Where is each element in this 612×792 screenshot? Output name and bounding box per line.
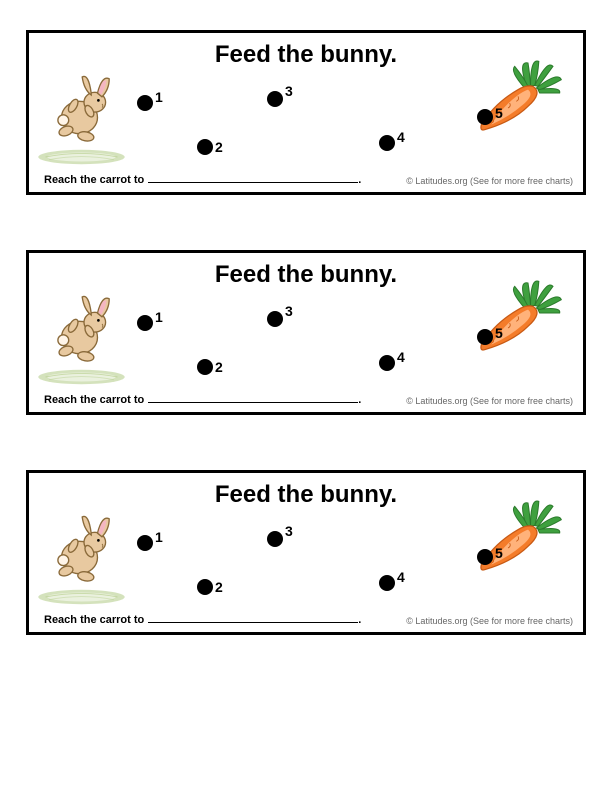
dot-number: 1 xyxy=(155,529,163,545)
dot-number: 3 xyxy=(285,303,293,319)
activity-card: Feed the bunny. xyxy=(26,470,586,635)
dot-number: 3 xyxy=(285,83,293,99)
activity-card: Feed the bunny. xyxy=(26,250,586,415)
fill-in-blank-line xyxy=(148,613,358,623)
credit-text: © Latitudes.org (See for more free chart… xyxy=(406,396,573,406)
path-dot xyxy=(137,315,153,331)
dot-number: 1 xyxy=(155,89,163,105)
path-dot xyxy=(477,549,493,565)
instruction-label: Reach the carrot to xyxy=(44,614,144,626)
instruction-label: Reach the carrot to xyxy=(44,394,144,406)
path-dot xyxy=(267,91,283,107)
dot-number: 4 xyxy=(397,349,405,365)
credit-text: © Latitudes.org (See for more free chart… xyxy=(406,616,573,626)
dot-number: 5 xyxy=(495,545,503,561)
page: Feed the bunny. xyxy=(0,0,612,792)
motion-shadow xyxy=(34,588,129,606)
motion-shadow xyxy=(34,368,129,386)
activity-card: Feed the bunny. xyxy=(26,30,586,195)
bunny-icon xyxy=(39,508,129,598)
path-dot xyxy=(197,579,213,595)
credit-text: © Latitudes.org (See for more free chart… xyxy=(406,176,573,186)
path-dot xyxy=(477,329,493,345)
instruction-text: Reach the carrot to. xyxy=(44,173,361,186)
path-dot xyxy=(197,359,213,375)
motion-shadow xyxy=(34,148,129,166)
path-dot xyxy=(137,535,153,551)
dot-number: 1 xyxy=(155,309,163,325)
path-dot xyxy=(267,311,283,327)
instruction-period: . xyxy=(358,614,361,626)
bunny-icon xyxy=(39,68,129,158)
dot-number: 3 xyxy=(285,523,293,539)
path-dot xyxy=(379,135,395,151)
path-dot xyxy=(137,95,153,111)
dot-number: 4 xyxy=(397,569,405,585)
instruction-label: Reach the carrot to xyxy=(44,174,144,186)
bunny-icon xyxy=(39,288,129,378)
dot-number: 4 xyxy=(397,129,405,145)
instruction-text: Reach the carrot to. xyxy=(44,613,361,626)
instruction-period: . xyxy=(358,174,361,186)
carrot-icon xyxy=(468,273,568,363)
instruction-period: . xyxy=(358,394,361,406)
carrot-icon xyxy=(468,493,568,583)
carrot-icon xyxy=(468,53,568,143)
path-dot xyxy=(477,109,493,125)
fill-in-blank-line xyxy=(148,173,358,183)
path-dot xyxy=(379,575,395,591)
path-dot xyxy=(379,355,395,371)
dot-number: 2 xyxy=(215,359,223,375)
dot-number: 2 xyxy=(215,579,223,595)
dot-number: 5 xyxy=(495,325,503,341)
path-dot xyxy=(267,531,283,547)
instruction-text: Reach the carrot to. xyxy=(44,393,361,406)
dot-number: 5 xyxy=(495,105,503,121)
fill-in-blank-line xyxy=(148,393,358,403)
path-dot xyxy=(197,139,213,155)
dot-number: 2 xyxy=(215,139,223,155)
